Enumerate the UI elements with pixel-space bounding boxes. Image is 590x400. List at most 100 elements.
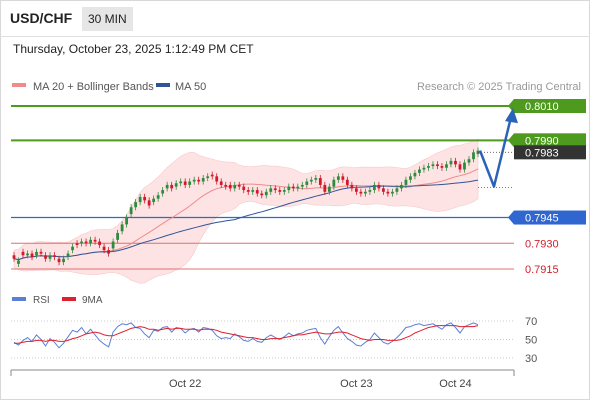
candle-body — [418, 169, 421, 173]
candle-body — [210, 174, 214, 177]
candle-body — [309, 179, 313, 182]
candle-body — [44, 255, 47, 259]
candle-body — [129, 207, 133, 215]
candle-body — [17, 260, 20, 264]
copyright-text: Research © 2025 Trading Central — [417, 81, 581, 93]
candle-body — [170, 184, 174, 189]
rsi-legend-label: RSI — [33, 295, 50, 306]
candle-body — [206, 176, 210, 179]
level-label-text: 0.7990 — [525, 135, 559, 147]
candle-body — [282, 190, 286, 192]
candle-body — [183, 181, 187, 185]
candle-body — [458, 164, 462, 170]
level-label-pointer — [508, 210, 514, 225]
candle-body — [53, 255, 56, 257]
candle-body — [39, 251, 43, 254]
candle-body — [300, 184, 304, 187]
candle-body — [377, 184, 381, 189]
level-label-text: 0.8010 — [525, 101, 559, 113]
candle-body — [449, 160, 453, 165]
candle-body — [57, 258, 61, 263]
candle-body — [273, 188, 277, 191]
candle-body — [436, 164, 439, 167]
candle-body — [264, 191, 268, 196]
candle-body — [431, 164, 435, 167]
candle-body — [192, 179, 196, 182]
level-label-box — [514, 210, 586, 225]
candle-body — [278, 190, 282, 192]
header-bar: USD/CHF 30 MIN — [0, 0, 590, 37]
candle-body — [75, 243, 79, 245]
candle-body — [80, 241, 83, 244]
candle-body — [161, 190, 165, 194]
candle-body — [246, 190, 250, 192]
last-price-text: 0.7983 — [525, 147, 559, 159]
candle-body — [152, 198, 156, 203]
candle-body — [66, 253, 70, 257]
candle-body — [30, 253, 34, 257]
candle-body — [472, 152, 475, 160]
candle-body — [368, 190, 372, 192]
candle-body — [345, 179, 349, 185]
ma50-legend-label: MA 50 — [175, 81, 206, 93]
candle-body — [350, 184, 354, 189]
candle-body — [120, 224, 124, 232]
candle-body — [386, 191, 390, 194]
forecast-arrow — [478, 108, 518, 188]
candle-body — [201, 178, 205, 182]
candle-body — [318, 178, 322, 185]
candle-body — [134, 202, 138, 208]
level-label-box — [514, 133, 586, 148]
candle-body — [147, 200, 151, 206]
forecast-arrow-path — [478, 116, 513, 188]
x-tick-label: Oct 23 — [340, 378, 372, 390]
candle-body — [12, 255, 16, 259]
timestamp: Thursday, October 23, 2025 1:12:49 PM CE… — [13, 42, 254, 56]
candle-body — [48, 255, 52, 259]
candle-body — [93, 239, 97, 242]
candle-body — [111, 241, 115, 249]
candle-body — [255, 190, 259, 194]
candle-body — [395, 188, 399, 192]
candle-body — [314, 178, 318, 180]
candle-body — [156, 195, 160, 199]
candle-body — [215, 176, 219, 182]
time-axis: Oct 22 Oct 23 Oct 24 — [10, 369, 515, 390]
candle-body — [323, 184, 327, 192]
candle-body — [224, 184, 228, 187]
candle-body — [174, 183, 178, 187]
candle-body — [71, 246, 74, 251]
rsi-tick-label: 50 — [525, 335, 537, 347]
candle-body — [98, 241, 101, 245]
candle-body — [21, 251, 25, 256]
forecast-arrow-head — [505, 108, 518, 124]
level-label-text: 0.7915 — [525, 264, 559, 276]
level-label-pointer — [508, 133, 514, 148]
level-label-text: 0.7930 — [525, 238, 559, 250]
candle-body — [269, 188, 273, 192]
bollinger-band-fill — [13, 138, 479, 284]
candle-body — [341, 176, 345, 180]
candle-body — [305, 181, 309, 185]
candle-body — [363, 191, 367, 194]
candle-body — [197, 179, 201, 182]
candle-body — [251, 190, 255, 192]
candle-body — [336, 176, 340, 180]
candle-body — [165, 184, 169, 189]
ma20-legend-label: MA 20 + Bollinger Bands — [33, 81, 154, 93]
price-levels: 0.8010 0.7990 0.7945 0.7930 0.7915 — [11, 99, 586, 276]
candle-body — [287, 186, 291, 191]
candle-body — [291, 186, 295, 189]
candle-body — [107, 250, 110, 254]
candle-body — [354, 188, 358, 192]
candle-body — [242, 186, 246, 191]
candle-body — [89, 239, 92, 244]
timeframe-badge[interactable]: 30 MIN — [82, 7, 133, 31]
candle-body — [26, 253, 29, 256]
candle-body — [372, 184, 376, 191]
candle-body — [463, 162, 466, 170]
candle-body — [84, 241, 88, 244]
rsi-ma-line — [14, 325, 479, 344]
candle-body — [188, 181, 192, 185]
